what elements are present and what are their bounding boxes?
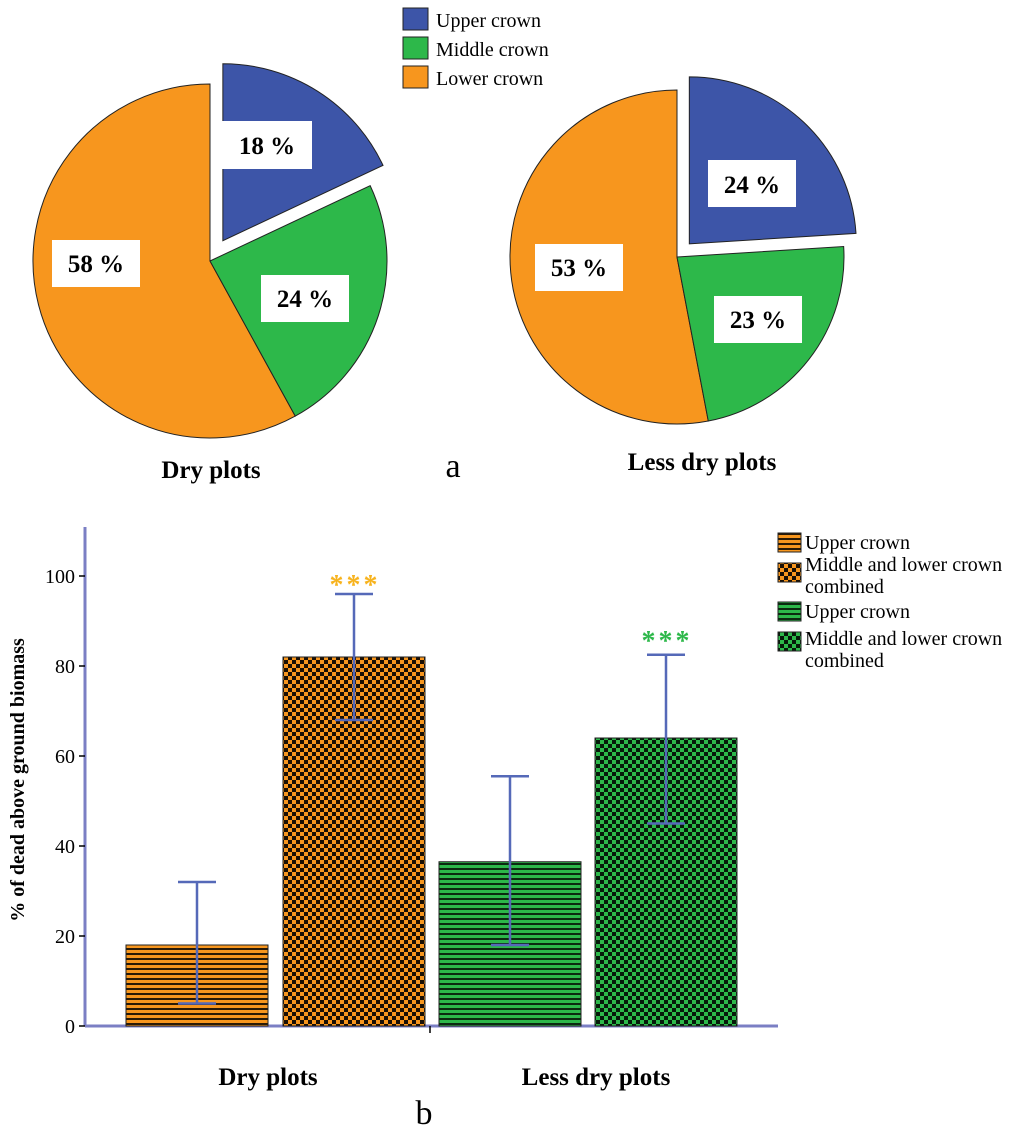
pie-title-dry: Dry plots (161, 457, 261, 484)
pie-label-upper-less-dry: 24 % (724, 172, 780, 199)
bar-legend-label-midlow-dry-line1: Middle and lower crown (805, 554, 1002, 576)
pie-title-less-dry: Less dry plots (628, 449, 777, 476)
legend-swatch-middle (402, 36, 429, 60)
bar-legend-label-upper-less-dry: Upper crown (805, 601, 910, 623)
pie-label-middle-dry: 24 % (277, 286, 333, 313)
category-label-less-dry: Less dry plots (522, 1064, 671, 1091)
y-tick-label: 100 (45, 566, 75, 588)
bar-legend-swatch-upper-less-dry (777, 601, 802, 622)
bar-legend-label-midlow-less-dry-line2: combined (805, 650, 884, 672)
y-ticks: 0 20 40 60 80 100 (45, 566, 85, 1038)
bar-legend-label-upper-dry: Upper crown (805, 532, 910, 554)
pie-chart-dry-plots: 18 % 24 % 58 % (32, 63, 388, 439)
y-tick-label: 40 (55, 836, 75, 858)
y-axis-title: % of dead above ground biomass (7, 638, 29, 922)
pie-label-upper-dry: 18 % (239, 133, 295, 160)
pie-label-lower-dry: 58 % (68, 251, 124, 278)
pie-legend: Upper crown Middle crown Lower crown (402, 7, 549, 90)
bar-legend-label-midlow-less-dry-line1: Middle and lower crown (805, 628, 1002, 650)
significance-dry: *** (330, 570, 381, 601)
pie-chart-less-dry-plots: 24 % 23 % 53 % (509, 76, 857, 425)
bar-legend: Upper crown Middle and lower crown combi… (777, 532, 1002, 672)
pie-label-box-upper-dry (222, 121, 312, 169)
bar-legend-swatch-midlow-less-dry (777, 631, 802, 652)
pie-slice-lower-crown-dry (32, 83, 296, 439)
pie-label-lower-less-dry: 53 % (551, 255, 607, 282)
significance-less-dry: *** (642, 626, 693, 657)
y-tick-label: 80 (55, 656, 75, 678)
bar-chart: 0 20 40 60 80 100 % of dead above ground biom… (7, 527, 778, 1091)
bars (125, 656, 738, 1027)
pie-label-middle-less-dry: 23 % (730, 307, 786, 334)
pie-label-box-middle-less-dry (714, 296, 802, 343)
panel-letter-a: a (445, 448, 460, 485)
y-tick-label: 60 (55, 746, 75, 768)
pie-label-box-lower-dry (52, 240, 140, 287)
y-tick-label: 0 (65, 1016, 75, 1038)
legend-label-upper: Upper crown (436, 10, 541, 32)
legend-label-middle: Middle crown (436, 39, 549, 61)
y-tick-label: 20 (55, 926, 75, 948)
bar-legend-label-midlow-dry-line2: combined (805, 576, 884, 598)
pie-label-box-upper-less-dry (708, 160, 796, 207)
legend-label-lower: Lower crown (436, 68, 543, 90)
category-label-dry: Dry plots (218, 1064, 318, 1091)
error-bars (178, 592, 685, 1005)
legend-swatch-lower (402, 65, 429, 89)
bar-legend-swatch-upper-dry (777, 532, 802, 553)
bar-legend-swatch-midlow-dry (777, 562, 802, 583)
pie-label-box-lower-less-dry (535, 244, 623, 291)
pie-label-box-middle-dry (261, 275, 349, 322)
legend-swatch-upper (402, 7, 429, 31)
panel-letter-b: b (416, 1095, 433, 1132)
